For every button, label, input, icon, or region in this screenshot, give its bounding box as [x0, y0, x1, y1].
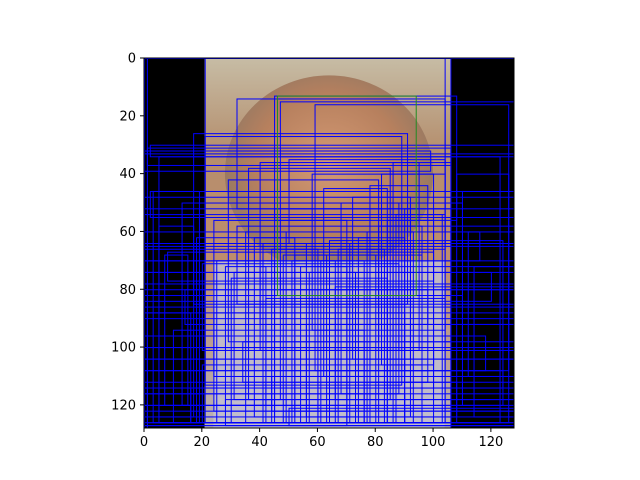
y-tick-label: 60 [119, 225, 136, 240]
highlight-box [276, 95, 417, 297]
bounding-box [164, 254, 189, 406]
x-tick-label: 80 [367, 435, 384, 450]
bounding-box [456, 173, 510, 424]
bounding-box [461, 190, 514, 406]
bounding-box [467, 231, 514, 377]
y-axis: 0 20 40 60 80 100 120 [111, 52, 144, 413]
y-tick-label: 20 [119, 109, 136, 124]
y-tick-label: 100 [111, 341, 136, 356]
y-tick-label: 40 [119, 167, 136, 182]
axes-frame [143, 57, 515, 429]
bounding-box [216, 260, 276, 424]
bounding-box [146, 312, 192, 424]
x-tick-label: 40 [251, 435, 268, 450]
y-tick-label: 0 [128, 52, 136, 67]
x-tick-label: 120 [478, 435, 503, 450]
x-tick-label: 20 [194, 435, 211, 450]
bounding-box [369, 185, 429, 383]
bounding-boxes [144, 58, 514, 428]
bounding-box [149, 190, 514, 218]
bounding-box [158, 225, 195, 418]
x-tick-label: 0 [140, 435, 148, 450]
bounding-box [473, 266, 514, 418]
x-axis: 0 20 40 60 80 100 120 [140, 428, 503, 450]
bounding-box [323, 188, 388, 377]
bounding-box [224, 266, 267, 406]
bounding-box [381, 173, 435, 366]
y-tick-label: 80 [119, 283, 136, 298]
x-tick-label: 60 [309, 435, 326, 450]
y-tick-label: 120 [111, 398, 136, 413]
bounding-box [392, 162, 452, 343]
x-tick-label: 100 [421, 435, 446, 450]
bounding-box [233, 271, 281, 401]
